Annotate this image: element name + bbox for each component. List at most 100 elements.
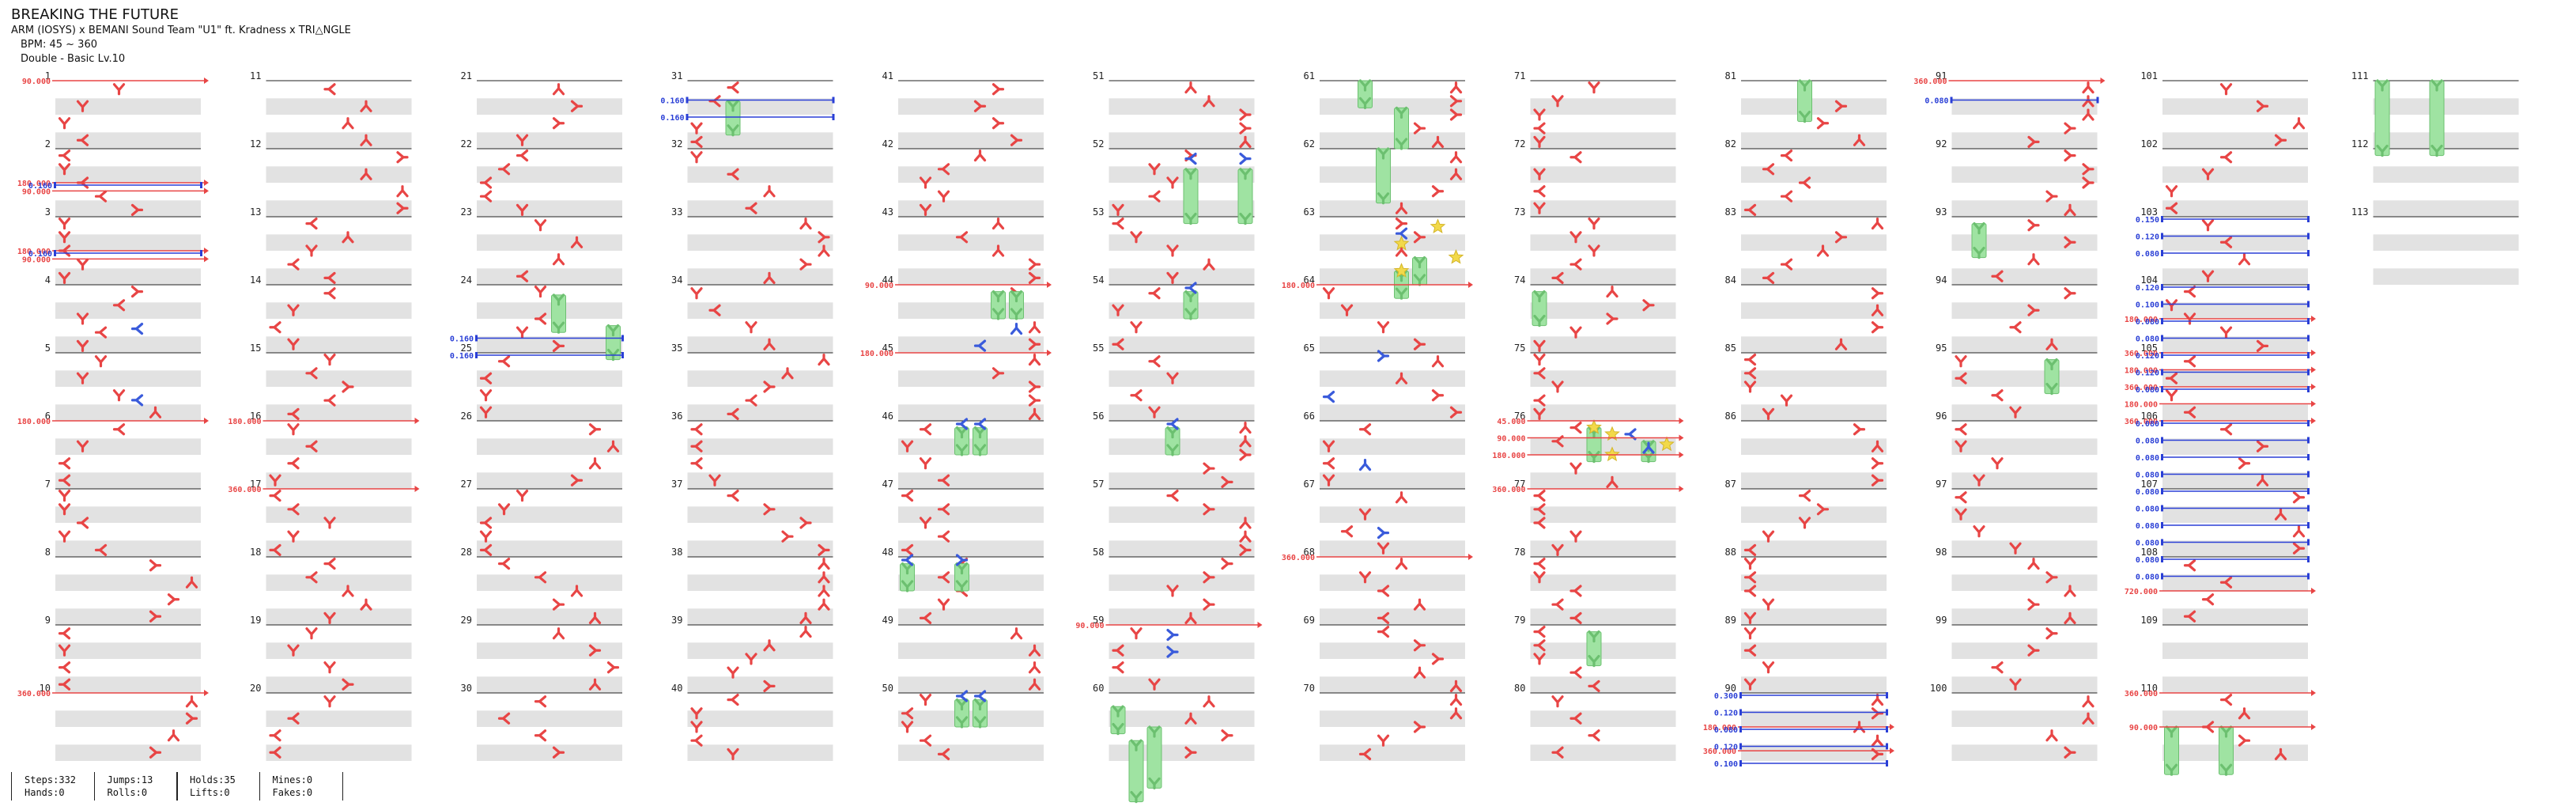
bpm-label: 360.000 [1703,748,1736,756]
bpm-marker [1679,434,1684,441]
beat-band [1951,404,2098,421]
tap-arrow [763,271,776,284]
tap-arrow [1834,338,1848,350]
hold-head-arrow [1973,222,1985,235]
tap-arrow [919,693,932,706]
beat-band [2162,166,2308,183]
tap-arrow [360,134,372,146]
measure-number: 29 [461,615,472,626]
bpm-marker [2311,588,2316,594]
tap-arrow [1395,202,1408,214]
beat-band [687,642,833,659]
tap-arrow [1166,271,1179,284]
tap-arrow [149,746,162,759]
tap-arrow [1431,653,1445,665]
tap-arrow [1569,231,1582,244]
beat-band [1741,336,1887,353]
hold-tail-arrow [1798,111,1811,123]
tap-arrow [479,389,493,402]
beat-band [1109,200,1255,217]
beat-band [1951,200,2098,217]
hold-head-arrow [991,290,1005,303]
beat-band [477,608,622,625]
bpm-marker [1047,350,1052,356]
tap-arrow [497,557,511,570]
tap-arrow [552,83,565,96]
tap-arrow [396,185,409,198]
tap-arrow [1816,244,1830,257]
tap-arrow [690,440,703,452]
bpm-marker [414,486,420,492]
tap-arrow [94,190,108,202]
beat-band [1109,676,1255,693]
tap-arrow [1431,185,1445,198]
measure-number: 83 [1725,206,1736,218]
tap-arrow [58,218,71,230]
hold-tail-arrow [973,444,987,456]
measure-number: 88 [1725,547,1736,558]
tap-arrow [1166,585,1179,597]
hold-head-arrow [2376,79,2389,92]
tap-arrow [1871,734,1884,747]
bpm-marker [2311,690,2316,696]
tap-arrow [1762,661,1775,674]
tap-arrow [1762,598,1775,611]
tap-arrow [1148,678,1161,691]
tap-arrow [1010,627,1023,640]
beat-band [898,132,1044,149]
beat-band [898,302,1044,319]
tap-arrow [305,218,318,230]
tap-arrow [1322,474,1335,486]
tap-arrow [1743,557,1757,570]
beat-band [1530,98,1676,115]
tap-arrow [2045,338,2058,350]
measure-number: 32 [671,138,682,150]
stop-label: 0.080 [2136,250,2159,259]
measure-number: 46 [882,411,893,422]
tap-arrow [2165,372,2178,384]
hold-tail-arrow [2045,383,2058,396]
tap-arrow [2027,598,2040,611]
tap-arrow [552,253,565,266]
measure-number: 61 [1304,70,1315,81]
stop-marker-left [686,97,689,104]
tap-arrow [690,423,703,436]
tap-arrow [167,729,180,742]
bpm-label: 360.000 [228,486,261,494]
hold-tail-arrow [1358,97,1372,109]
beat-band [1741,710,1887,727]
beat-band [1320,404,1465,421]
blue-arrow [1377,526,1390,539]
measure-number: 19 [250,615,261,626]
beat-band [1530,574,1676,591]
tap-arrow [2219,423,2233,436]
stop-marker-left [475,352,478,358]
tap-arrow [342,380,354,393]
tap-arrow [1816,503,1830,516]
tap-arrow [2274,748,2287,761]
tap-arrow [1377,625,1390,638]
tap-arrow [2219,326,2233,339]
tap-arrow [516,203,529,216]
hold-tail-arrow [1166,444,1179,456]
tap-arrow [516,134,529,146]
beat-band [1741,676,1887,693]
hold-tail-arrow [1533,315,1546,327]
tap-arrow [1955,508,1967,520]
tap-arrow [269,474,281,486]
tap-arrow [1569,462,1582,475]
hold-tail-arrow [1112,722,1124,736]
tap-arrow [305,571,318,584]
measure-number: 70 [1304,683,1315,694]
beat-band [1530,268,1676,285]
tap-arrow [534,571,547,584]
tap-arrow [901,440,914,452]
beat-band [55,676,201,693]
tap-arrow [1569,530,1582,543]
stop-marker-right [2307,437,2310,444]
beat-band [1530,336,1676,353]
tap-arrow [2292,542,2306,555]
stop-marker-left [54,250,56,256]
tap-arrow [1203,598,1215,611]
beat-band [266,710,412,727]
